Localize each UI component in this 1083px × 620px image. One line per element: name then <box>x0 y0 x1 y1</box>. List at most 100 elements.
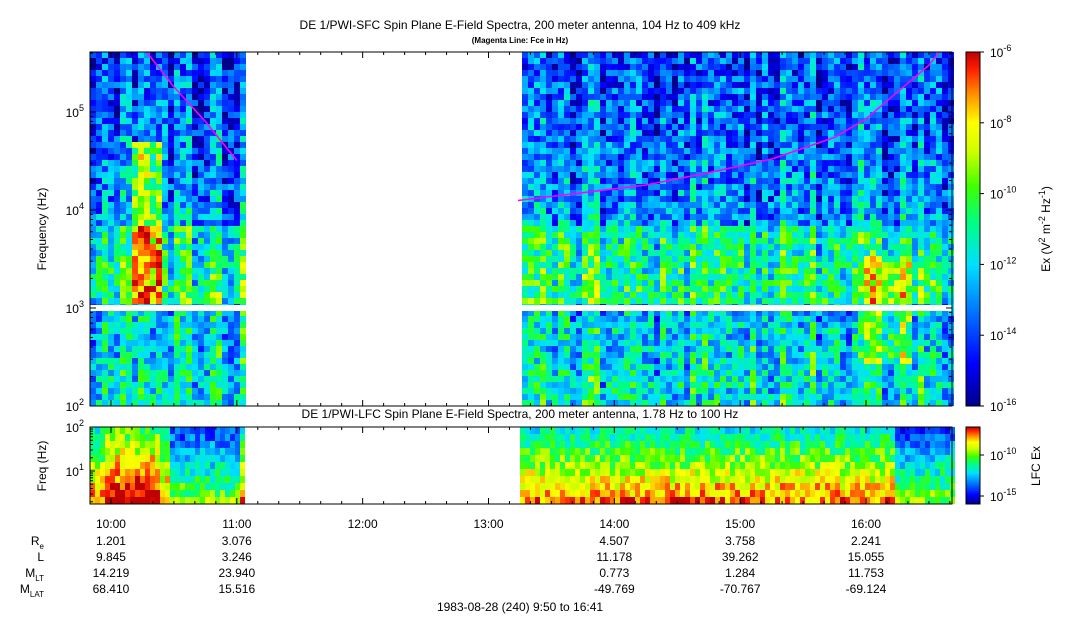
sfc-cell <box>114 58 120 64</box>
sfc-cell <box>150 262 156 268</box>
sfc-cell <box>132 112 138 118</box>
sfc-cell <box>786 238 792 244</box>
sfc-cell <box>612 166 618 172</box>
sfc-cell <box>732 226 738 232</box>
sfc-cell <box>678 268 684 274</box>
sfc-cell <box>120 376 126 382</box>
sfc-cell <box>558 166 564 172</box>
sfc-cell <box>852 76 858 82</box>
sfc-cell <box>132 202 138 208</box>
sfc-cell <box>852 322 858 328</box>
sfc-cell <box>588 88 594 94</box>
sfc-cell <box>96 364 102 370</box>
sfc-cell <box>582 382 588 388</box>
sfc-cell <box>138 334 144 340</box>
sfc-cell <box>534 130 540 136</box>
sfc-cell <box>114 376 120 382</box>
sfc-cell <box>834 184 840 190</box>
sfc-cell <box>786 382 792 388</box>
sfc-cell <box>564 202 570 208</box>
sfc-cell <box>696 286 702 292</box>
sfc-cell <box>96 256 102 262</box>
sfc-cell <box>750 382 756 388</box>
sfc-cell <box>534 352 540 358</box>
sfc-cell <box>618 88 624 94</box>
sfc-cell <box>216 130 222 136</box>
sfc-cell <box>834 166 840 172</box>
sfc-cell <box>648 190 654 196</box>
sfc-cell <box>600 112 606 118</box>
sfc-cell <box>780 364 786 370</box>
sfc-cell <box>600 172 606 178</box>
sfc-cell <box>570 298 576 304</box>
sfc-cell <box>840 58 846 64</box>
sfc-cell <box>600 94 606 100</box>
sfc-cell <box>564 322 570 328</box>
sfc-cell <box>156 70 162 76</box>
sfc-cell <box>102 298 108 304</box>
sfc-cell <box>102 268 108 274</box>
sfc-cell <box>576 334 582 340</box>
sfc-cell <box>540 358 546 364</box>
sfc-cell <box>582 238 588 244</box>
sfc-cell <box>138 238 144 244</box>
sfc-cell <box>600 58 606 64</box>
sfc-cell <box>582 400 588 406</box>
sfc-cell <box>126 136 132 142</box>
sfc-cell <box>120 370 126 376</box>
sfc-cell <box>714 118 720 124</box>
sfc-cell <box>108 334 114 340</box>
sfc-cell <box>126 166 132 172</box>
sfc-cell <box>162 160 168 166</box>
sfc-cell <box>210 154 216 160</box>
sfc-cell <box>582 388 588 394</box>
sfc-cell <box>240 154 246 160</box>
sfc-cell <box>234 142 240 148</box>
sfc-cell <box>228 178 234 184</box>
sfc-cell <box>678 340 684 346</box>
sfc-cell <box>774 160 780 166</box>
sfc-cell <box>126 280 132 286</box>
sfc-cell <box>198 238 204 244</box>
sfc-cell <box>750 130 756 136</box>
sfc-cell <box>552 52 558 58</box>
sfc-cell <box>582 298 588 304</box>
sfc-cell <box>726 328 732 334</box>
sfc-cell <box>762 376 768 382</box>
sfc-cell <box>852 310 858 316</box>
sfc-cell <box>594 208 600 214</box>
sfc-cell <box>636 364 642 370</box>
sfc-cell <box>720 388 726 394</box>
sfc-cell <box>156 226 162 232</box>
sfc-cell <box>96 226 102 232</box>
sfc-cell <box>204 160 210 166</box>
sfc-cell <box>780 316 786 322</box>
sfc-cell <box>852 94 858 100</box>
sfc-cell <box>198 352 204 358</box>
sfc-cell <box>666 196 672 202</box>
sfc-title: DE 1/PWI-SFC Spin Plane E-Field Spectra,… <box>300 18 741 32</box>
sfc-cell <box>738 364 744 370</box>
sfc-cell <box>708 334 714 340</box>
sfc-cell <box>762 196 768 202</box>
sfc-cell <box>666 400 672 406</box>
sfc-cell <box>210 382 216 388</box>
sfc-cell <box>690 316 696 322</box>
sfc-cell <box>540 82 546 88</box>
sfc-cell <box>786 166 792 172</box>
sfc-cell <box>522 280 528 286</box>
sfc-cell <box>192 148 198 154</box>
sfc-cell <box>222 388 228 394</box>
sfc-cell <box>636 256 642 262</box>
sfc-cell <box>156 208 162 214</box>
sfc-cell <box>618 274 624 280</box>
sfc-cell <box>726 352 732 358</box>
sfc-cell <box>132 88 138 94</box>
sfc-cell <box>606 370 612 376</box>
sfc-cell <box>756 322 762 328</box>
sfc-cell <box>522 274 528 280</box>
sfc-cell <box>612 268 618 274</box>
sfc-cell <box>834 328 840 334</box>
sfc-cell <box>600 196 606 202</box>
sfc-cell <box>864 400 870 406</box>
